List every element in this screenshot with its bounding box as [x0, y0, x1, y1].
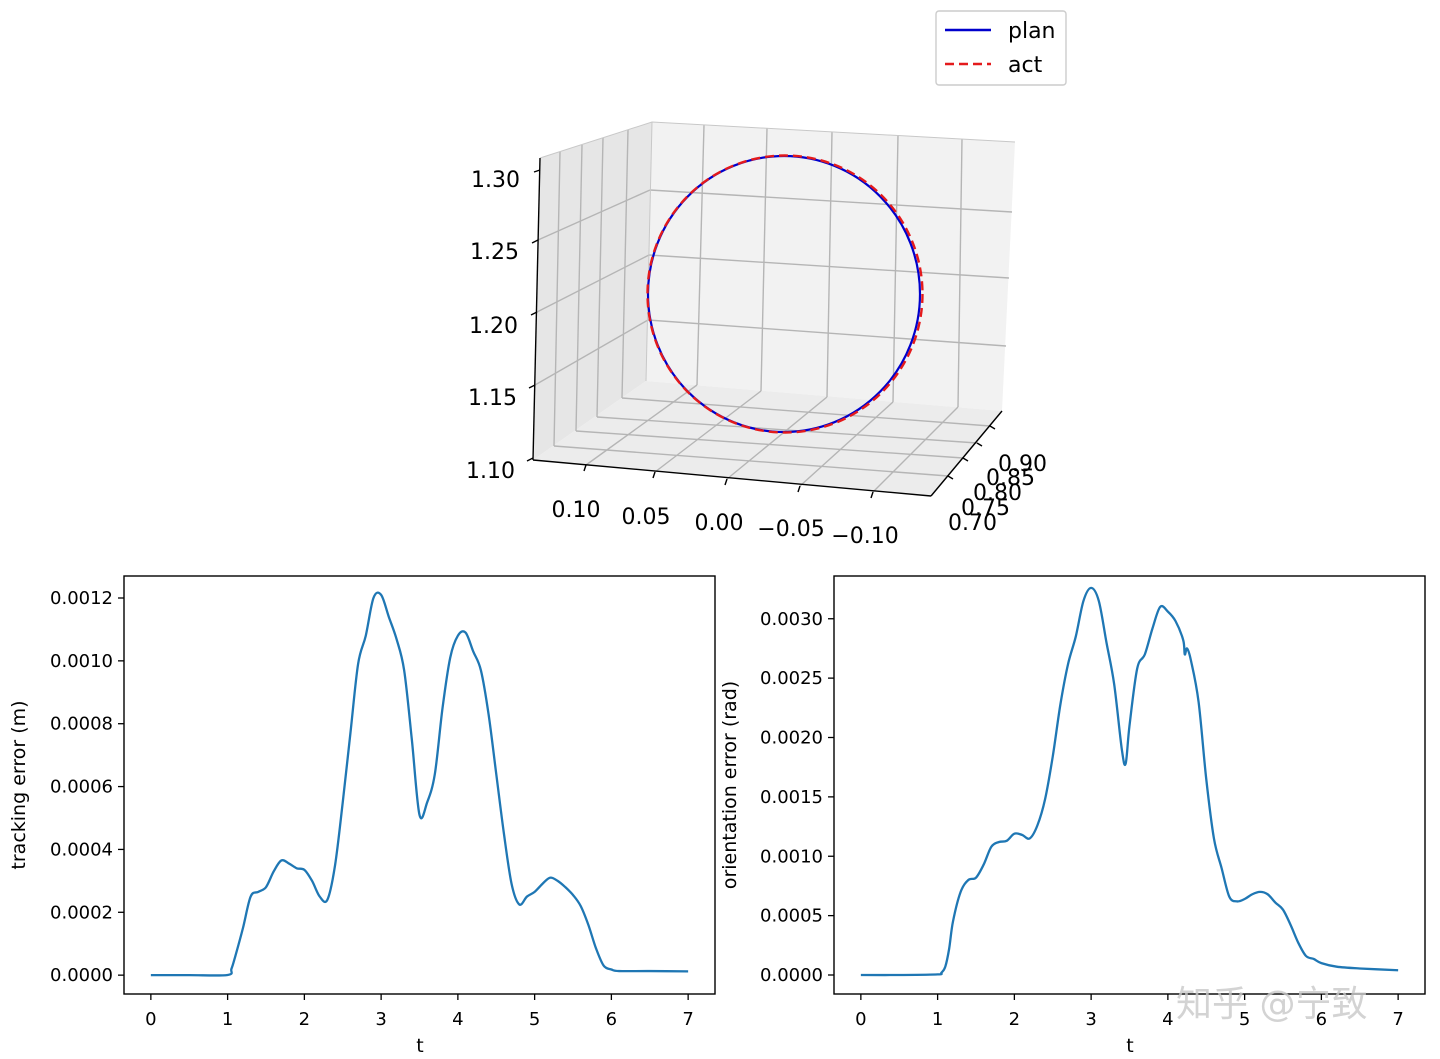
x-ticks: 0.70 0.75 0.80 0.85 0.90	[947, 425, 1047, 536]
x-tick-label: 0.90	[998, 452, 1047, 477]
x-tick-label: 5	[1239, 1009, 1250, 1030]
y-tick-label: 0.0004	[50, 839, 113, 860]
y-tick-label: 0.0025	[760, 668, 823, 689]
legend: plan act	[935, 10, 1067, 86]
act-line	[646, 154, 924, 434]
x-tick-label: 6	[606, 1009, 617, 1030]
x-tick-label: 1	[222, 1009, 233, 1030]
plot-tracking-error: 0 1 2 3 4 5 6 7 0.0000 0.0002 0.0004 0.0006 0.0008 0.…	[8, 575, 716, 1057]
legend-plan-label: plan	[1008, 19, 1056, 44]
x-tick-label: 3	[375, 1009, 386, 1030]
x-tick-label: 0.80	[973, 481, 1022, 506]
watermark: 知乎 @宁致	[1176, 984, 1367, 1025]
orientation-error-line	[860, 586, 1399, 977]
y-axis-label: orientation error (rad)	[719, 681, 741, 889]
z-tick-label: 1.20	[469, 314, 518, 339]
y-axis-label: tracking error (m)	[8, 700, 30, 869]
x-tick-label: 0.75	[961, 496, 1010, 521]
x-tick-label: 4	[452, 1009, 463, 1030]
y-tick-label: 0.05	[622, 505, 671, 530]
y-tick-label: 0.0010	[760, 846, 823, 867]
y-tick-label: 0.0030	[760, 609, 823, 630]
legend-act-label: act	[1008, 53, 1043, 78]
y-tick-label: 0.0012	[50, 588, 113, 609]
y-tick-label: −0.05	[757, 517, 824, 542]
y-tick-label: 0.0020	[760, 728, 823, 749]
y-tick-label: 0.00	[695, 511, 744, 536]
plot-orientation-error: 0 1 2 3 4 5 6 7 0.0000 0.0005 0.0010 0.0015 0.0020 0.…	[719, 575, 1426, 1057]
x-tick-label: 6	[1316, 1009, 1327, 1030]
x-tick-label: 5	[529, 1009, 540, 1030]
x-tick-label: 0.85	[986, 466, 1035, 491]
grid-3d	[534, 124, 1013, 493]
z-tick-label: 1.15	[468, 386, 517, 411]
z-tick-label: 1.25	[470, 240, 519, 265]
y-tick-label: 0.0008	[50, 714, 113, 735]
plot-3d: 1.30 1.25 1.20 1.15 1.10 0.10 0.05 0.00 …	[466, 10, 1067, 549]
y-tick-label: 0.0005	[760, 906, 823, 927]
pane-edges	[539, 121, 1016, 382]
x-axis-line	[930, 410, 1003, 497]
y-tick-label: 0.0000	[760, 965, 823, 986]
x-tick-label: 3	[1085, 1009, 1096, 1030]
x-tick-label: 4	[1162, 1009, 1173, 1030]
x-tick-label: 0.70	[948, 511, 997, 536]
axes-frame	[833, 575, 1426, 995]
x-tick-label: 0	[855, 1009, 866, 1030]
axes-frame	[123, 575, 716, 995]
x-tick-label: 7	[1392, 1009, 1403, 1030]
y-ticks: 0.10 0.05 0.00 −0.05 −0.10	[552, 464, 899, 549]
z-tick-label: 1.30	[471, 168, 520, 193]
y-tick-label: 0.0015	[760, 787, 823, 808]
x-tick-label: 2	[299, 1009, 310, 1030]
x-axis-label: t	[416, 1035, 423, 1057]
x-tick-label: 2	[1009, 1009, 1020, 1030]
z-ticks: 1.30 1.25 1.20 1.15 1.10	[466, 168, 541, 484]
z-axis-line	[532, 157, 541, 461]
tracking-error-line	[150, 591, 689, 977]
z-tick-label: 1.10	[466, 459, 515, 484]
y-tick-label: 0.0002	[50, 902, 113, 923]
x-axis-label: t	[1126, 1035, 1133, 1057]
x-tick-label: 7	[682, 1009, 693, 1030]
tick-group: 0 1 2 3 4 5 6 7 0.0000 0.0002 0.0004 0.0006 0.0008 0.…	[50, 588, 694, 1030]
y-axis-line	[532, 459, 932, 497]
y-tick-label: 0.0010	[50, 651, 113, 672]
y-tick-label: −0.10	[831, 524, 898, 549]
y-tick-label: 0.0000	[50, 965, 113, 986]
y-tick-label: 0.0006	[50, 777, 113, 798]
x-tick-label: 1	[932, 1009, 943, 1030]
tick-group: 0 1 2 3 4 5 6 7 0.0000 0.0005 0.0010 0.0015 0.0020 0.…	[760, 609, 1404, 1030]
y-tick-label: 0.10	[552, 498, 601, 523]
x-tick-label: 0	[145, 1009, 156, 1030]
